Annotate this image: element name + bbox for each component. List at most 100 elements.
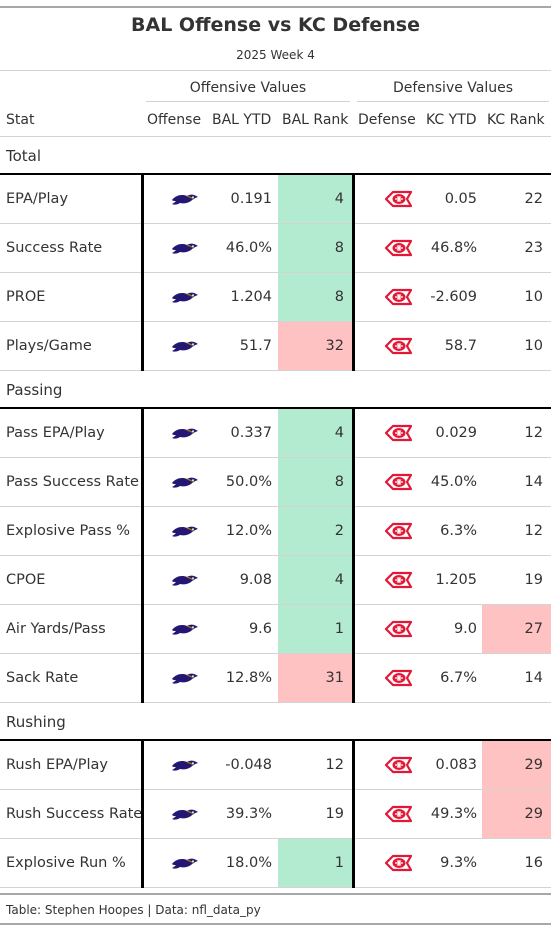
bal-rank-value: 1 [334, 855, 344, 871]
chiefs-logo-icon [384, 424, 414, 446]
bal-rank-highlight [278, 409, 352, 457]
row-divider [0, 789, 551, 790]
chiefs-logo-icon [384, 854, 414, 876]
bal-ytd-value: 9.6 [248, 621, 272, 637]
row-divider [0, 838, 551, 839]
bal-rank-highlight [278, 654, 352, 702]
kc-ytd-value: 46.8% [430, 240, 477, 256]
stat-label: Rush Success Rate [6, 806, 143, 822]
stat-label: Plays/Game [6, 338, 92, 354]
column-header-bal-ytd: BAL YTD [212, 112, 272, 128]
group-label: Total [6, 147, 42, 165]
chiefs-logo-icon [384, 669, 414, 691]
group-label: Rushing [6, 713, 66, 731]
kc-rank-value: 23 [524, 240, 543, 256]
row-divider [0, 457, 551, 458]
kc-rank-value: 22 [524, 191, 543, 207]
ravens-logo-icon [171, 290, 199, 309]
bal-rank-highlight [278, 605, 352, 653]
bal-rank-value: 8 [334, 474, 344, 490]
bal-ytd-value: 1.204 [230, 289, 272, 305]
group-divider [0, 739, 551, 741]
stat-label: Rush EPA/Play [6, 757, 108, 773]
stat-label: Pass Success Rate [6, 474, 139, 490]
kc-ytd-value: 0.05 [444, 191, 477, 207]
bal-rank-value: 4 [334, 572, 344, 588]
column-header-stat: Stat [6, 112, 35, 128]
stat-label: PROE [6, 289, 46, 305]
stat-label: EPA/Play [6, 191, 69, 207]
offense-column-border [141, 175, 144, 371]
bal-ytd-value: 51.7 [239, 338, 272, 354]
column-header-kc-rank: KC Rank [487, 112, 545, 128]
row-divider [0, 272, 551, 273]
bal-rank-highlight [278, 322, 352, 370]
chiefs-logo-icon [384, 337, 414, 359]
kc-ytd-value: 45.0% [430, 474, 477, 490]
kc-ytd-value: 6.3% [440, 523, 477, 539]
kc-rank-value: 10 [524, 338, 543, 354]
kc-rank-highlight [482, 605, 551, 653]
bal-rank-value: 4 [334, 425, 344, 441]
table-subtitle: 2025 Week 4 [236, 48, 315, 62]
bal-ytd-value: 46.0% [225, 240, 272, 256]
source-note: Table: Stephen Hoopes | Data: nfl_data_p… [6, 903, 261, 917]
bal-rank-highlight [278, 507, 352, 555]
kc-rank-value: 12 [524, 425, 543, 441]
kc-rank-highlight [482, 741, 551, 789]
bal-rank-value: 1 [334, 621, 344, 637]
defense-column-border [352, 741, 355, 888]
bal-rank-highlight [278, 556, 352, 604]
stat-label: CPOE [6, 572, 46, 588]
row-divider [0, 223, 551, 224]
offensive-spanner-line [146, 101, 350, 102]
bal-rank-value: 32 [325, 338, 344, 354]
column-header-defense: Defense [358, 112, 416, 128]
kc-rank-value: 12 [524, 523, 543, 539]
bal-ytd-value: 12.0% [225, 523, 272, 539]
offense-column-border [141, 409, 144, 703]
ravens-logo-icon [171, 426, 199, 445]
offensive-values-spanner: Offensive Values [189, 80, 307, 96]
footer-bottom-border [0, 923, 551, 925]
stat-label: Explosive Run % [6, 855, 126, 871]
ravens-logo-icon [171, 524, 199, 543]
table-title: BAL Offense vs KC Defense [131, 14, 420, 36]
bal-rank-value: 4 [334, 191, 344, 207]
bal-rank-highlight [278, 224, 352, 272]
bal-ytd-value: 18.0% [225, 855, 272, 871]
bal-rank-value: 8 [334, 240, 344, 256]
kc-rank-value: 14 [524, 474, 543, 490]
kc-ytd-value: 1.205 [435, 572, 477, 588]
bal-ytd-value: 0.337 [230, 425, 272, 441]
kc-ytd-value: 6.7% [440, 670, 477, 686]
kc-ytd-value: 0.029 [435, 425, 477, 441]
chiefs-logo-icon [384, 473, 414, 495]
bal-ytd-value: 12.8% [225, 670, 272, 686]
defense-column-border [352, 409, 355, 703]
row-divider [0, 653, 551, 654]
bal-ytd-value: 9.08 [239, 572, 272, 588]
bal-ytd-value: 39.3% [225, 806, 272, 822]
stat-label: Pass EPA/Play [6, 425, 105, 441]
bal-rank-highlight [278, 273, 352, 321]
kc-rank-value: 16 [524, 855, 543, 871]
table-bottom-border [0, 893, 551, 895]
kc-rank-value: 10 [524, 289, 543, 305]
kc-ytd-value: 9.3% [440, 855, 477, 871]
group-label: Passing [6, 381, 63, 399]
kc-rank-highlight [482, 790, 551, 838]
chiefs-logo-icon [384, 756, 414, 778]
kc-ytd-value: 58.7 [444, 338, 477, 354]
ravens-logo-icon [171, 339, 199, 358]
stat-label: Air Yards/Pass [6, 621, 106, 637]
chiefs-logo-icon [384, 620, 414, 642]
chiefs-logo-icon [384, 522, 414, 544]
column-header-offense: Offense [147, 112, 202, 128]
column-header-kc-ytd: KC YTD [426, 112, 477, 128]
stat-label: Sack Rate [6, 670, 79, 686]
bal-rank-highlight [278, 458, 352, 506]
heading-divider [0, 70, 551, 71]
chiefs-logo-icon [384, 239, 414, 261]
bal-ytd-value: -0.048 [225, 757, 272, 773]
